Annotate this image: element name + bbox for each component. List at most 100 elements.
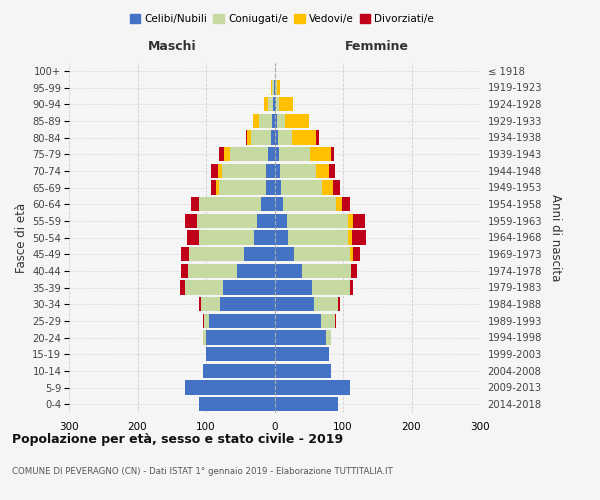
Bar	[197, 214, 257, 228]
Bar	[203, 364, 275, 378]
Bar	[278, 130, 292, 144]
Y-axis label: Anni di nascita: Anni di nascita	[548, 194, 562, 281]
Bar	[275, 80, 277, 94]
Bar	[281, 180, 322, 194]
Bar	[272, 80, 274, 94]
Bar	[224, 147, 230, 161]
Bar	[247, 130, 251, 144]
Bar	[275, 264, 302, 278]
Bar	[316, 164, 329, 178]
Bar	[338, 297, 340, 311]
Bar	[275, 380, 350, 394]
Bar	[331, 147, 334, 161]
Bar	[203, 330, 206, 344]
Bar	[277, 114, 285, 128]
Bar	[219, 147, 224, 161]
Bar	[350, 280, 353, 294]
Bar	[275, 130, 278, 144]
Bar	[275, 114, 277, 128]
Bar	[326, 330, 331, 344]
Bar	[271, 130, 275, 144]
Bar	[189, 247, 244, 261]
Bar	[275, 197, 283, 211]
Bar	[271, 80, 272, 94]
Bar	[211, 180, 216, 194]
Bar	[200, 297, 220, 311]
Bar	[188, 264, 237, 278]
Bar	[322, 180, 333, 194]
Bar	[273, 97, 275, 112]
Bar	[185, 280, 223, 294]
Bar	[268, 97, 273, 112]
Bar	[336, 197, 341, 211]
Bar	[302, 264, 351, 278]
Bar	[280, 164, 316, 178]
Bar	[333, 180, 340, 194]
Bar	[335, 314, 336, 328]
Bar	[223, 280, 275, 294]
Bar	[276, 97, 279, 112]
Bar	[277, 80, 280, 94]
Bar	[321, 314, 335, 328]
Bar	[191, 197, 199, 211]
Bar	[283, 197, 336, 211]
Bar	[237, 264, 275, 278]
Bar	[353, 247, 360, 261]
Bar	[181, 264, 188, 278]
Bar	[275, 97, 276, 112]
Bar	[272, 114, 275, 128]
Bar	[275, 214, 287, 228]
Bar	[180, 280, 185, 294]
Bar	[275, 347, 329, 361]
Y-axis label: Fasce di età: Fasce di età	[15, 202, 28, 272]
Bar	[275, 330, 326, 344]
Bar	[275, 280, 312, 294]
Bar	[353, 214, 365, 228]
Bar	[218, 164, 222, 178]
Bar	[351, 264, 357, 278]
Bar	[350, 247, 353, 261]
Bar	[264, 97, 268, 112]
Bar	[279, 97, 293, 112]
Bar	[274, 80, 275, 94]
Bar	[275, 364, 331, 378]
Bar	[310, 147, 331, 161]
Bar	[349, 214, 353, 228]
Bar	[288, 230, 349, 244]
Bar	[293, 247, 350, 261]
Bar	[259, 114, 272, 128]
Bar	[199, 297, 200, 311]
Bar	[275, 180, 281, 194]
Bar	[187, 230, 199, 244]
Bar	[275, 164, 280, 178]
Bar	[314, 297, 338, 311]
Bar	[185, 214, 197, 228]
Bar	[275, 297, 314, 311]
Bar	[181, 247, 189, 261]
Bar	[216, 180, 219, 194]
Bar	[341, 197, 350, 211]
Bar	[211, 164, 218, 178]
Bar	[275, 147, 279, 161]
Legend: Celibi/Nubili, Coniugati/e, Vedovi/e, Divorziati/e: Celibi/Nubili, Coniugati/e, Vedovi/e, Di…	[125, 10, 439, 29]
Bar	[222, 164, 266, 178]
Bar	[220, 297, 275, 311]
Bar	[199, 230, 254, 244]
Bar	[206, 330, 275, 344]
Bar	[275, 314, 321, 328]
Bar	[275, 230, 288, 244]
Bar	[219, 180, 266, 194]
Bar	[253, 114, 259, 128]
Bar	[251, 130, 271, 144]
Text: COMUNE DI PEVERAGNO (CN) - Dati ISTAT 1° gennaio 2019 - Elaborazione TUTTITALIA.: COMUNE DI PEVERAGNO (CN) - Dati ISTAT 1°…	[12, 468, 393, 476]
Bar	[352, 230, 365, 244]
Bar	[230, 147, 268, 161]
Bar	[206, 347, 275, 361]
Bar	[275, 247, 293, 261]
Bar	[244, 247, 275, 261]
Bar	[185, 380, 275, 394]
Bar	[266, 164, 275, 178]
Bar	[204, 314, 209, 328]
Bar	[254, 230, 275, 244]
Bar	[312, 280, 350, 294]
